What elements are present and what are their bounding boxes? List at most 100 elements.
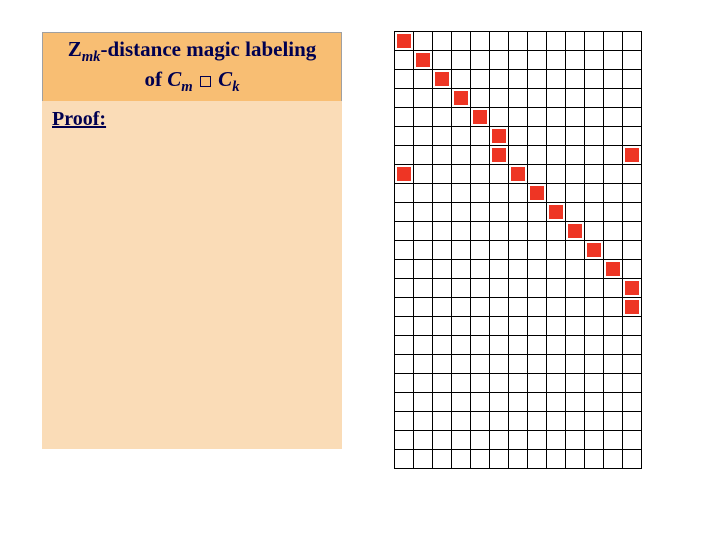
grid-cell	[509, 70, 528, 89]
grid-cell	[585, 89, 604, 108]
grid-cell	[547, 51, 566, 70]
grid-cell	[433, 127, 452, 146]
grid-cell	[452, 336, 471, 355]
grid-cell	[604, 412, 623, 431]
grid-cell	[414, 203, 433, 222]
grid-cell	[471, 279, 490, 298]
grid-cell	[395, 317, 414, 336]
grid-row	[395, 412, 642, 431]
grid-cell	[623, 241, 642, 260]
grid-cell	[509, 51, 528, 70]
grid-cell	[547, 412, 566, 431]
grid-cell	[452, 108, 471, 127]
grid-cell	[585, 336, 604, 355]
grid-cell	[528, 355, 547, 374]
grid-cell	[604, 108, 623, 127]
grid-cell	[528, 165, 547, 184]
grid-cell	[395, 127, 414, 146]
grid-row	[395, 374, 642, 393]
grid-cell	[395, 108, 414, 127]
grid-row	[395, 127, 642, 146]
grid-cell	[585, 165, 604, 184]
grid-cell	[471, 412, 490, 431]
grid-cell	[490, 32, 509, 51]
grid-cell	[433, 108, 452, 127]
grid-cell	[547, 279, 566, 298]
grid-cell	[585, 355, 604, 374]
grid-cell	[623, 317, 642, 336]
grid-cell	[509, 32, 528, 51]
grid-cell	[509, 108, 528, 127]
grid-cell	[433, 450, 452, 469]
grid-cell	[509, 89, 528, 108]
grid-cell-filled	[433, 70, 452, 89]
grid-cell	[490, 279, 509, 298]
grid-cell	[547, 374, 566, 393]
grid-cell	[585, 108, 604, 127]
magic-grid	[394, 31, 642, 469]
grid-cell	[623, 336, 642, 355]
grid-cell	[395, 146, 414, 165]
title-line-1: Zmk-distance magic labeling	[49, 37, 335, 67]
grid-row	[395, 355, 642, 374]
grid-cell	[414, 317, 433, 336]
grid-row	[395, 51, 642, 70]
grid-cell	[471, 222, 490, 241]
grid-row	[395, 279, 642, 298]
grid-cell	[395, 203, 414, 222]
grid-cell	[528, 317, 547, 336]
grid-cell	[414, 450, 433, 469]
grid-cell	[452, 222, 471, 241]
grid-cell	[604, 222, 623, 241]
grid-cell	[623, 32, 642, 51]
grid-row	[395, 146, 642, 165]
grid-row	[395, 450, 642, 469]
grid-cell	[585, 279, 604, 298]
grid-cell	[395, 222, 414, 241]
grid-cell	[471, 431, 490, 450]
grid-cell-filled	[585, 241, 604, 260]
grid-cell	[604, 146, 623, 165]
title-z: Z	[68, 37, 82, 61]
grid-cell	[528, 431, 547, 450]
grid-cell	[528, 70, 547, 89]
grid-cell-filled	[623, 279, 642, 298]
grid-cell	[604, 355, 623, 374]
grid-cell	[509, 127, 528, 146]
grid-cell-filled	[566, 222, 585, 241]
grid-cell	[623, 203, 642, 222]
grid-cell	[395, 241, 414, 260]
grid-cell	[528, 260, 547, 279]
grid-cell	[585, 127, 604, 146]
title-of: of	[144, 67, 167, 91]
grid-cell	[433, 32, 452, 51]
grid-cell	[414, 431, 433, 450]
grid-cell	[433, 355, 452, 374]
grid-cell	[566, 393, 585, 412]
title-box: Zmk-distance magic labeling of Cm Ck	[42, 32, 342, 104]
title-cm-sub: m	[181, 79, 192, 95]
grid-cell	[395, 184, 414, 203]
grid-cell	[566, 184, 585, 203]
grid-cell	[490, 431, 509, 450]
grid-cell	[452, 450, 471, 469]
grid-cell	[490, 222, 509, 241]
grid-cell	[585, 32, 604, 51]
grid-cell	[452, 241, 471, 260]
grid-cell	[566, 260, 585, 279]
grid-cell	[623, 355, 642, 374]
grid-cell	[471, 374, 490, 393]
grid-cell	[490, 51, 509, 70]
grid-cell	[547, 165, 566, 184]
grid-cell	[528, 146, 547, 165]
grid-cell	[585, 412, 604, 431]
grid-cell	[547, 336, 566, 355]
grid-cell	[395, 412, 414, 431]
grid-cell	[452, 51, 471, 70]
grid-cell	[395, 431, 414, 450]
grid-cell	[547, 241, 566, 260]
grid-cell	[471, 32, 490, 51]
grid-cell	[623, 108, 642, 127]
grid-cell	[490, 203, 509, 222]
grid-cell	[433, 203, 452, 222]
